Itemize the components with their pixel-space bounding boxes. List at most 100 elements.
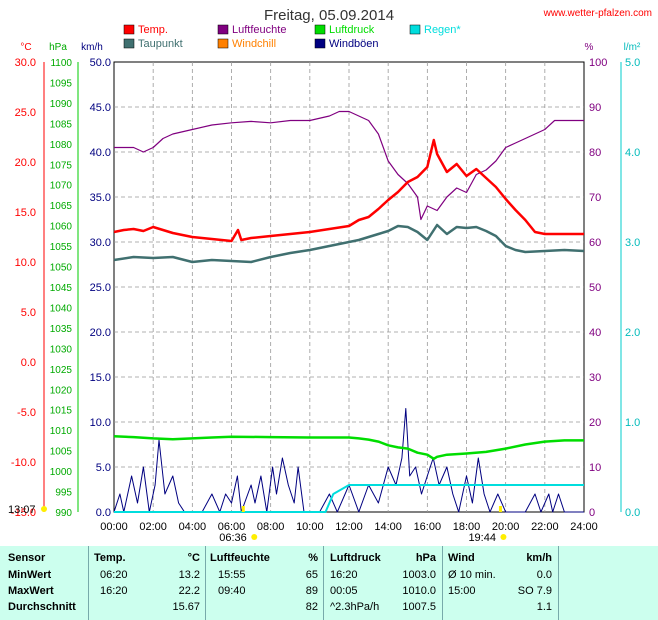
sunset-icon (500, 534, 507, 540)
pressure-tick-label: 1000 (50, 467, 73, 478)
header-temp-unit: °C (187, 552, 200, 564)
pressure-tick-label: 1035 (50, 324, 73, 335)
series-regen-line (114, 484, 584, 513)
stat-hum-val: 65 (305, 569, 318, 581)
stat-press-time: 16:20 (330, 569, 358, 581)
pressure-tick-label: 1075 (50, 160, 73, 171)
legend-swatch (314, 38, 326, 49)
legend-label: Windböen (329, 38, 379, 50)
website-link[interactable]: www.wetter-pfalzen.com (543, 8, 652, 19)
time-tick-label: 08:00 (257, 521, 285, 533)
humidity-tick-label: 10 (589, 462, 601, 474)
series-windben-line (113, 408, 584, 513)
stat-hum-val: 82 (305, 601, 318, 613)
pressure-tick-label: 1050 (50, 263, 73, 274)
pressure-tick-label: 1025 (50, 365, 73, 376)
stat-press-val: 1007.5 (402, 601, 436, 613)
stat-wind-val: 1.1 (536, 601, 552, 613)
series-taupunkt-line (113, 223, 585, 264)
chart-series (113, 110, 585, 513)
humidity-tick-label: 100 (589, 57, 607, 69)
time-tick-label: 10:00 (296, 521, 324, 533)
pressure-tick-label: 1005 (50, 447, 73, 458)
wind-tick-label: 15.0 (90, 372, 111, 384)
pressure-tick-label: 1040 (50, 303, 73, 314)
humidity-tick-label: 0 (589, 507, 595, 519)
stat-press-time: 00:05 (330, 585, 358, 597)
rain-tick-label: 4.0 (625, 147, 640, 159)
header-sensor: Sensor (8, 552, 46, 564)
pressure-tick-label: 1020 (50, 385, 73, 396)
legend-label: Luftdruck (329, 24, 375, 36)
temp-tick-label: 15.0 (15, 207, 36, 219)
table-divider (88, 546, 89, 620)
series-temp-line (113, 138, 584, 243)
rain-axis-unit: l/m² (624, 42, 641, 53)
wind-tick-label: 50.0 (90, 57, 111, 69)
temp-tick-label: -10.0 (11, 457, 36, 469)
pressure-tick-label: 1015 (50, 406, 73, 417)
stat-temp-time: 16:20 (100, 585, 128, 597)
legend-swatch (217, 24, 229, 35)
legend-label: Luftfeuchte (232, 24, 286, 36)
header-wind: Wind (448, 552, 475, 564)
stat-hum-time: 09:40 (218, 585, 246, 597)
temp-tick-label: 10.0 (15, 257, 36, 269)
pressure-tick-label: 1055 (50, 242, 73, 253)
pressure-tick-label: 1060 (50, 222, 73, 233)
time-tick-label: 12:00 (335, 521, 363, 533)
rain-tick-label: 1.0 (625, 417, 640, 429)
legend-label: Regen* (424, 24, 461, 36)
temp-tick-label: 25.0 (15, 107, 36, 119)
wind-tick-label: 20.0 (90, 327, 111, 339)
chart-title: Freitag, 05.09.2014 (264, 7, 394, 24)
humidity-tick-label: 80 (589, 147, 601, 159)
stat-label: Durchschnitt (8, 601, 76, 613)
table-divider (442, 546, 443, 620)
wind-tick-label: 0.0 (96, 507, 111, 519)
temp-axis-unit: °C (20, 42, 31, 53)
sunrise-time: 06:36 (219, 532, 247, 544)
header-humidity-unit: % (308, 552, 318, 564)
header-pressure: Luftdruck (330, 552, 381, 564)
sunrise-icon (251, 534, 258, 540)
time-tick-label: 00:00 (100, 521, 128, 533)
humidity-tick-label: 40 (589, 327, 601, 339)
stat-hum-time: 15:55 (218, 569, 246, 581)
temp-tick-label: -5.0 (17, 407, 36, 419)
wind-tick-label: 45.0 (90, 102, 111, 114)
humidity-axis-unit: % (585, 42, 594, 53)
humidity-tick-label: 90 (589, 102, 601, 114)
stat-press-time: ^2.3hPa/h (330, 601, 380, 613)
sun-markers: 13:07 06:36 19:44 (8, 504, 507, 544)
moonset-icon (41, 506, 47, 512)
table-divider (205, 546, 206, 620)
header-temp: Temp. (94, 552, 126, 564)
time-tick-label: 22:00 (531, 521, 559, 533)
stat-temp-val: 22.2 (178, 585, 200, 597)
pressure-tick-label: 1065 (50, 201, 73, 212)
axis-ticks: 30.0 25.0 20.0 15.0 10.0 5.0 0.0 -5.0 -10.0 -15.0… (11, 57, 640, 533)
legend-swatch (314, 24, 326, 35)
time-tick-label: 20:00 (492, 521, 520, 533)
pressure-tick-label: 1030 (50, 344, 73, 355)
chart-legend: Temp. Luftfeuchte Luftdruck Regen* Taupunkt W… (123, 24, 461, 50)
humidity-tick-label: 70 (589, 192, 601, 204)
time-tick-label: 24:00 (570, 521, 598, 533)
header-pressure-unit: hPa (415, 552, 436, 564)
time-tick-label: 02:00 (139, 521, 167, 533)
wind-tick-label: 25.0 (90, 282, 111, 294)
wind-tick-label: 35.0 (90, 192, 111, 204)
stat-label: MaxWert (8, 585, 54, 597)
legend-swatch (123, 24, 135, 35)
legend-swatch (217, 38, 229, 49)
pressure-tick-label: 990 (55, 508, 72, 519)
legend-swatch (409, 24, 421, 35)
pressure-axis-unit: hPa (49, 42, 67, 53)
time-tick-label: 04:00 (179, 521, 207, 533)
statistics-table: Sensor Temp. °C Luftfeuchte % Luftdruck … (0, 546, 658, 620)
stat-press-val: 1010.0 (402, 585, 436, 597)
pressure-tick-label: 1090 (50, 99, 73, 110)
moonset-time: 13:07 (8, 504, 36, 516)
